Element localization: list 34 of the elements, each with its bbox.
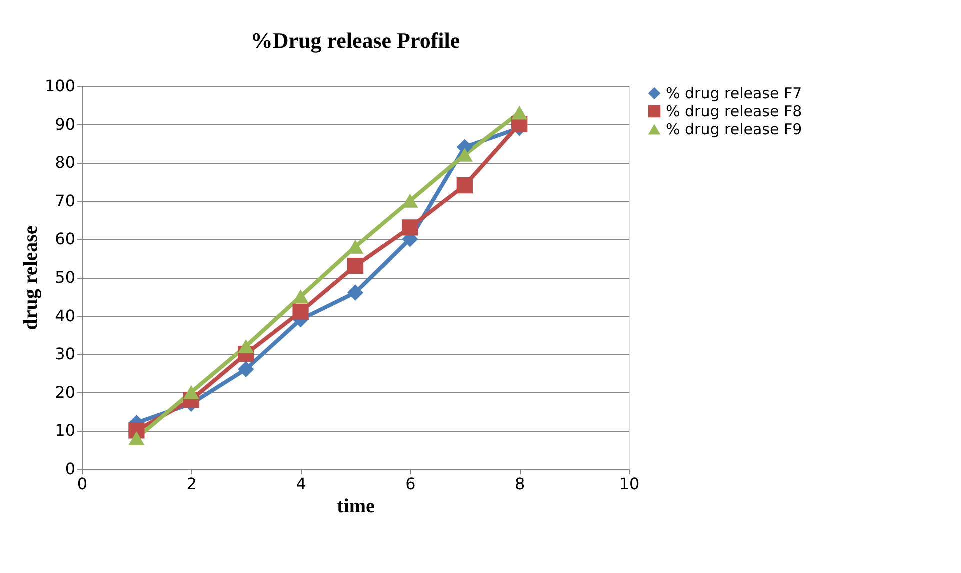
y-tick-label: 10 [55, 421, 76, 440]
point [456, 178, 473, 194]
chart-title: %Drug release Profile [250, 28, 460, 53]
point [128, 431, 145, 446]
y-tick-label: 50 [55, 268, 76, 287]
point [347, 284, 364, 301]
point [292, 304, 309, 320]
point [292, 290, 309, 304]
x-tick-label: 8 [515, 474, 526, 494]
x-tick-label: 6 [406, 474, 416, 494]
x-tick-label: 10 [619, 474, 640, 494]
y-tick-label: 100 [44, 76, 76, 96]
y-tick-label: 0 [65, 460, 76, 478]
point [238, 361, 254, 378]
y-tick-label: 30 [55, 344, 76, 364]
x-tick-label: 4 [296, 474, 306, 494]
x-tick-label: 2 [186, 474, 197, 494]
point [402, 220, 418, 236]
y-tick-label: 90 [55, 114, 76, 134]
y-tick-label: 60 [55, 230, 76, 249]
point [238, 339, 254, 354]
point [183, 385, 200, 400]
legend-label: % drug release F9 [666, 120, 802, 138]
legend-label: % drug release F7 [666, 84, 802, 102]
point [512, 106, 528, 120]
y-tick-label: 70 [55, 191, 76, 210]
y-tick-label: 20 [55, 382, 76, 402]
y-tick-label: 40 [55, 306, 76, 326]
x-tick-label: 0 [77, 474, 88, 494]
y-axis-title: drug release [20, 226, 42, 330]
x-axis-title: time [337, 496, 375, 518]
legend-label: % drug release F8 [666, 102, 802, 120]
point [347, 258, 364, 274]
y-tick-label: 80 [55, 153, 76, 172]
